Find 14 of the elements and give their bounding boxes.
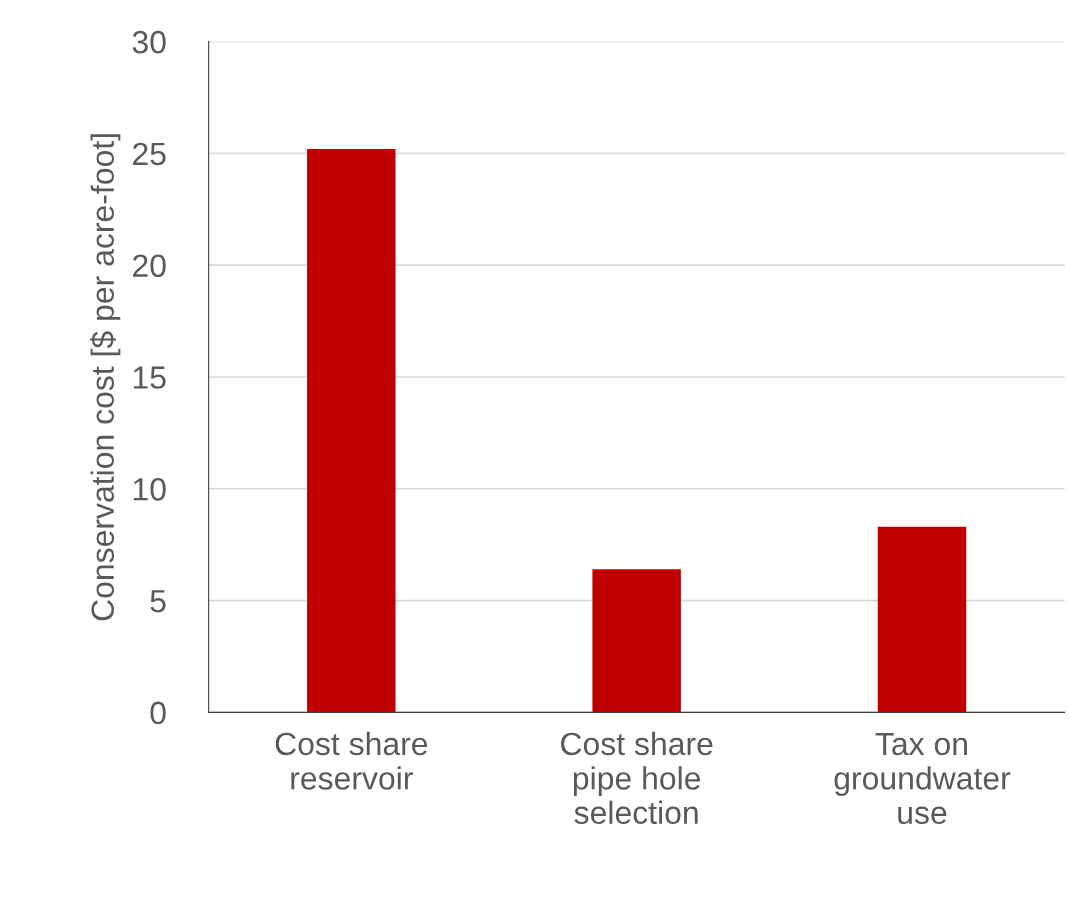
- y-tick-label: 5: [150, 590, 166, 613]
- x-tick-label: Tax on groundwater use: [834, 732, 1011, 825]
- bar: [877, 526, 967, 713]
- y-axis-title: Conservation cost [$ per acre-foot]: [90, 134, 121, 621]
- bar: [307, 148, 396, 713]
- y-tick-label: 30: [132, 30, 166, 54]
- y-tick-label: 20: [133, 254, 166, 278]
- bar: [592, 569, 681, 713]
- y-tick-label: 15: [133, 366, 166, 389]
- x-tick-label: Cost share pipe hole selection: [561, 731, 713, 825]
- y-tick-label: 0: [150, 701, 166, 725]
- y-tick-label: 10: [133, 478, 166, 501]
- y-tick-label: 25: [133, 142, 166, 166]
- x-tick-label: Cost share reservoir: [275, 731, 428, 790]
